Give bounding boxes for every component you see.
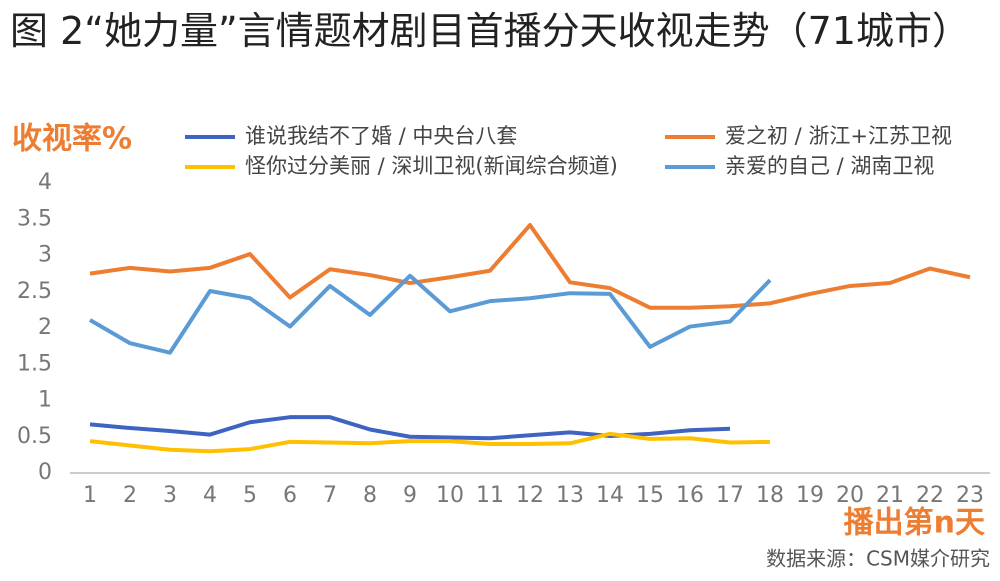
x-tick-label: 11 [476, 483, 504, 508]
series-line [89, 223, 971, 310]
legend-label: 谁说我结不了婚 / 中央台八套 [245, 124, 517, 148]
y-tick-label: 2.5 [17, 279, 52, 304]
x-tick-label: 5 [243, 483, 257, 508]
y-tick-label: 3.5 [17, 206, 52, 231]
legend-label: 怪你过分美丽 / 深圳卫视(新闻综合频道) [245, 154, 618, 178]
y-tick-label: 2 [38, 315, 52, 340]
x-tick-label: 16 [676, 483, 704, 508]
x-tick-label: 6 [283, 483, 297, 508]
x-tick-label: 18 [756, 483, 784, 508]
x-tick-label: 4 [203, 483, 217, 508]
y-tick-label: 0 [38, 460, 52, 485]
y-tick-label: 1.5 [17, 351, 52, 376]
x-tick-label: 15 [636, 483, 664, 508]
x-tick-label: 22 [916, 483, 944, 508]
x-tick-label: 21 [876, 483, 904, 508]
x-tick-label: 12 [516, 483, 544, 508]
x-tick-label: 8 [363, 483, 377, 508]
x-tick-label: 20 [836, 483, 864, 508]
series-line [89, 431, 771, 454]
legend-label: 爱之初 / 浙江+江苏卫视 [725, 124, 952, 148]
legend-label: 亲爱的自己 / 湖南卫视 [725, 154, 934, 178]
x-tick-label: 1 [83, 483, 97, 508]
x-tick-label: 19 [796, 483, 824, 508]
series-line [88, 273, 772, 355]
x-tick-label: 14 [596, 483, 624, 508]
x-axis-label: 播出第n天 [844, 506, 985, 541]
y-axis-label: 收视率% [12, 122, 132, 157]
source: 数据来源：CSM媒介研究 [766, 547, 990, 571]
y-tick-label: 1 [38, 388, 52, 413]
x-tick-label: 17 [716, 483, 744, 508]
x-tick-label: 2 [123, 483, 137, 508]
y-tick-label: 0.5 [17, 424, 52, 449]
x-tick-label: 3 [163, 483, 177, 508]
y-tick-label: 4 [38, 170, 52, 195]
chart-title: 图 2“她力量”言情题材剧目首播分天收视走势（71城市） [10, 9, 970, 53]
x-tick-label: 10 [436, 483, 464, 508]
x-tick-label: 7 [323, 483, 337, 508]
x-tick-label: 13 [556, 483, 584, 508]
x-tick-label: 23 [956, 483, 984, 508]
x-tick-label: 9 [403, 483, 417, 508]
y-tick-label: 3 [38, 243, 52, 268]
